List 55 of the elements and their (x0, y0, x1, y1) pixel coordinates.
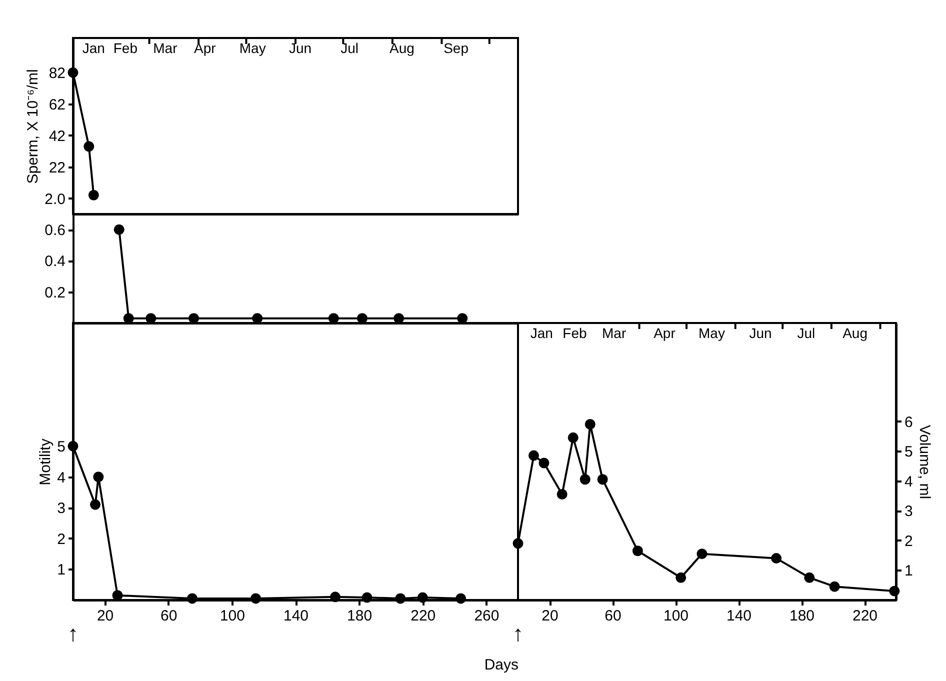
y-tick-label: 0.4 (44, 253, 66, 270)
y-tick-label: 2.0 (44, 190, 66, 208)
y2-tick-label: 3 (904, 503, 913, 520)
y2-tick-label: 1 (904, 562, 913, 580)
x2-tick-label: Apr (654, 325, 676, 341)
x2-tick-label: Mar (602, 325, 626, 341)
x2-tick-label: Apr (194, 40, 216, 56)
x2-tick-label: May (239, 40, 266, 56)
x2-tick-label: Jul (797, 325, 816, 341)
y2-tick-label: 2 (904, 532, 913, 550)
x-tick-label: 220 (410, 608, 436, 624)
y-tick-label: 0.6 (44, 222, 66, 240)
x2-tick-label: Mar (153, 40, 178, 56)
x-tick-label: 220 (852, 608, 878, 624)
text: ↑ (68, 621, 78, 646)
x-tick-label: 20 (96, 608, 114, 624)
y-tick-label: 4 (57, 469, 66, 486)
x2-tick-label: May (698, 325, 725, 341)
x2-tick-label: Feb (113, 40, 138, 56)
x2-tick-label: Jul (340, 40, 358, 56)
y2-axis-title: Volume, ml (916, 424, 933, 500)
y-tick-label: 42 (48, 128, 66, 145)
x2-tick-label: Jun (749, 325, 772, 341)
x2-tick-label: Jan (530, 325, 553, 341)
x-axis-title: Days (484, 656, 518, 674)
x2-tick-label: Sep (444, 40, 469, 56)
x2-tick-label: Feb (562, 325, 587, 341)
x-tick-label: 180 (789, 608, 815, 624)
x-tick-label: 100 (663, 608, 689, 624)
y-tick-label: 0.2 (44, 284, 66, 302)
y-axis-title: Sperm, X 10⁻⁶/ml (24, 69, 42, 184)
x-tick-label: 140 (283, 608, 309, 624)
text: ↑ (512, 621, 524, 646)
y-tick-label: 5 (57, 438, 66, 456)
x-tick-label: 60 (604, 608, 622, 624)
x-tick-label: 60 (160, 608, 178, 624)
y-tick-label: 3 (57, 500, 66, 518)
y-tick-label: 62 (48, 96, 66, 114)
x2-tick-label: Aug (842, 325, 868, 341)
x-tick-label: 100 (220, 608, 245, 624)
x2-tick-label: Jan (82, 40, 105, 56)
x2-tick-label: Aug (390, 40, 414, 56)
y2-tick-label: 4 (904, 473, 913, 490)
x-tick-label: 140 (726, 608, 752, 624)
x2-tick-label: Jun (288, 40, 312, 56)
y-tick-label: 2 (57, 530, 66, 548)
x-tick-label: 20 (542, 608, 558, 624)
x-tick-label: 260 (474, 608, 500, 624)
y-tick-label: 22 (48, 159, 66, 176)
y-tick-label: 1 (57, 562, 66, 579)
y-tick-label: 82 (48, 65, 66, 82)
y2-tick-label: 5 (904, 444, 913, 461)
x-tick-label: 180 (347, 608, 372, 624)
y2-tick-label: 6 (904, 414, 913, 431)
y-axis-title: Motility (37, 438, 54, 486)
